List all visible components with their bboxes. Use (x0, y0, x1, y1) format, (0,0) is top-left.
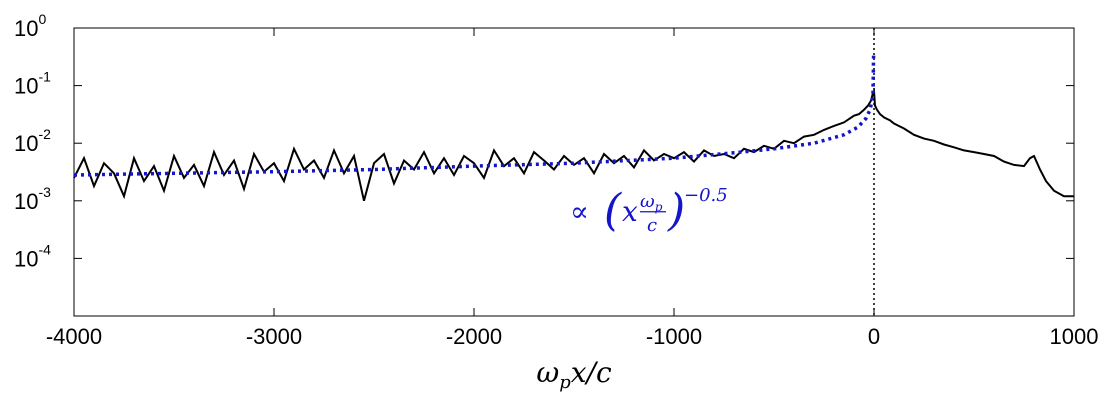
svg-text:−0.5: −0.5 (684, 185, 728, 206)
x-axis-ticks: -4000 -3000 -2000 -1000 0 1000 (46, 28, 1099, 349)
x-tick-label: -4000 (46, 324, 102, 349)
plot-area (73, 27, 1075, 317)
svg-text:): ) (667, 185, 685, 236)
x-tick-label: -3000 (246, 324, 302, 349)
svg-text:ωp: ωp (640, 191, 663, 214)
series-power-law-fit-line (73, 54, 876, 177)
svg-text:x: x (622, 195, 638, 228)
svg-text:(: ( (604, 185, 622, 236)
y-tick-label: 10-1 (14, 69, 51, 99)
series-epsilon-b-line (73, 88, 1074, 202)
x-tick-label: 1000 (1050, 324, 1099, 349)
y-axis-ticks: 100 10-1 10-2 10-3 10-4 (14, 11, 1074, 271)
x-axis-label: ωpx/c (536, 356, 612, 393)
x-tick-label: -1000 (646, 324, 702, 349)
x-tick-label: -2000 (446, 324, 502, 349)
series-power-law-fit-label: ∝ ( x ωp c ) −0.5 (570, 185, 728, 236)
y-tick-label: 10-4 (14, 241, 51, 271)
y-tick-label: 10-2 (14, 126, 51, 156)
y-tick-label: 100 (14, 11, 46, 41)
svg-text:∝: ∝ (570, 195, 589, 228)
svg-text:c: c (647, 215, 657, 236)
x-tick-label: 0 (868, 324, 880, 349)
y-tick-label: 10-3 (14, 184, 51, 214)
